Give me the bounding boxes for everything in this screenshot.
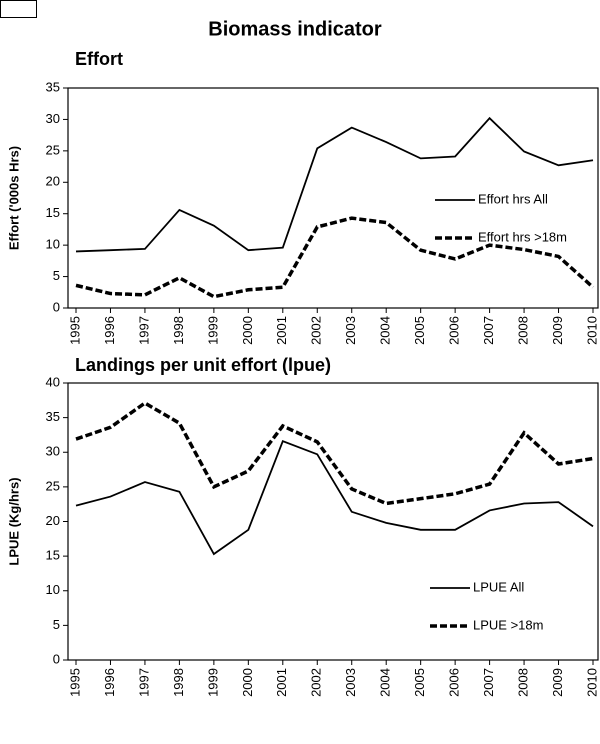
y-tick-label: 35 — [46, 79, 60, 94]
x-tick-label: 2009 — [550, 316, 565, 345]
y-tick-label: 5 — [53, 617, 60, 632]
x-tick-label: 1998 — [171, 316, 186, 345]
x-tick-label: 2008 — [516, 316, 531, 345]
x-tick-label: 1995 — [67, 668, 82, 697]
y-tick-label: 10 — [46, 582, 60, 597]
series-line — [75, 216, 595, 299]
x-tick-label: 2010 — [584, 316, 599, 345]
x-tick-label: 2008 — [516, 668, 531, 697]
chart-title: Effort — [75, 49, 123, 69]
y-tick-label: 30 — [46, 444, 60, 459]
y-tick-label: 40 — [46, 374, 60, 389]
x-tick-label: 2001 — [274, 316, 289, 345]
x-tick-label: 2003 — [343, 316, 358, 345]
x-tick-label: 1996 — [102, 316, 117, 345]
x-tick-label: 1999 — [205, 668, 220, 697]
series-line — [75, 440, 594, 556]
x-tick-label: 2006 — [447, 668, 462, 697]
y-tick-label: 35 — [46, 409, 60, 424]
x-tick-label: 2007 — [481, 316, 496, 345]
y-axis-label: Effort ('000s Hrs) — [6, 146, 21, 250]
chart-title: Landings per unit effort (lpue) — [75, 355, 331, 375]
series-line — [75, 116, 594, 253]
legend-label: LPUE >18m — [473, 617, 543, 632]
corner-box — [0, 0, 37, 18]
x-tick-label: 1997 — [136, 668, 151, 697]
x-tick-label: 2009 — [550, 668, 565, 697]
y-tick-label: 20 — [46, 174, 60, 189]
y-tick-label: 5 — [53, 268, 60, 283]
y-tick-label: 15 — [46, 205, 60, 220]
series-line — [75, 401, 594, 506]
x-tick-label: 2006 — [447, 316, 462, 345]
x-tick-label: 2003 — [343, 668, 358, 697]
legend-label: Effort hrs All — [478, 191, 548, 206]
x-tick-label: 2007 — [481, 668, 496, 697]
x-tick-label: 2010 — [584, 668, 599, 697]
x-tick-label: 1998 — [171, 668, 186, 697]
x-tick-label: 2000 — [240, 316, 255, 345]
x-tick-label: 2001 — [274, 668, 289, 697]
x-tick-label: 1999 — [205, 316, 220, 345]
x-tick-label: 2004 — [378, 316, 393, 345]
x-tick-label: 2000 — [240, 668, 255, 697]
legend-label: LPUE All — [473, 579, 524, 594]
y-tick-label: 25 — [46, 142, 60, 157]
x-tick-label: 2002 — [309, 316, 324, 345]
plot-frame — [67, 87, 599, 309]
y-tick-label: 15 — [46, 548, 60, 563]
main-title: Biomass indicator — [208, 18, 382, 40]
y-tick-label: 0 — [53, 651, 60, 666]
y-tick-label: 25 — [46, 478, 60, 493]
y-axis-label: LPUE (Kg/hrs) — [6, 477, 21, 565]
y-tick-label: 10 — [46, 237, 60, 252]
x-tick-label: 1996 — [102, 668, 117, 697]
x-tick-label: 2005 — [412, 668, 427, 697]
y-tick-label: 20 — [46, 513, 60, 528]
x-tick-label: 2005 — [412, 316, 427, 345]
x-tick-label: 1995 — [67, 316, 82, 345]
x-tick-label: 1997 — [136, 316, 151, 345]
x-tick-label: 2004 — [378, 668, 393, 697]
legend-label: Effort hrs >18m — [478, 229, 567, 244]
x-tick-label: 2002 — [309, 668, 324, 697]
y-tick-label: 30 — [46, 111, 60, 126]
y-tick-label: 0 — [53, 299, 60, 314]
